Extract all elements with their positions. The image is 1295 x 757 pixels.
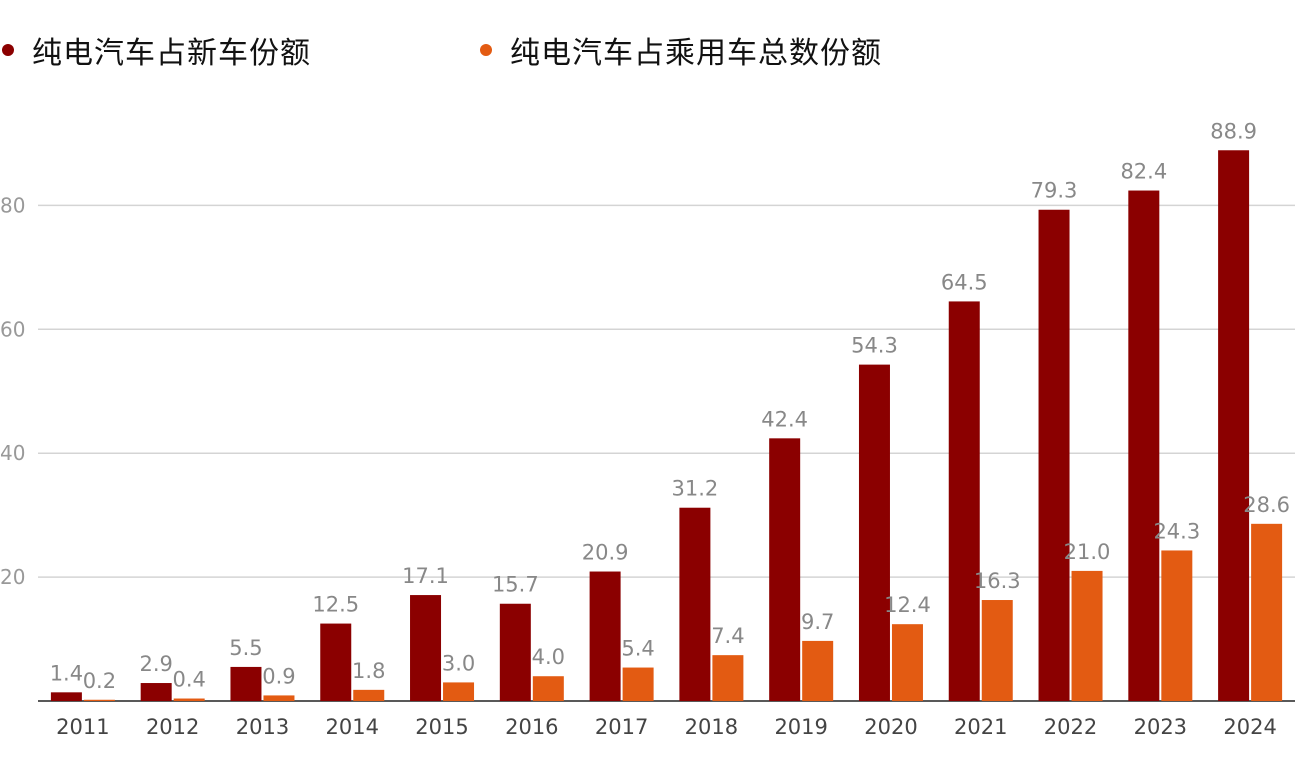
data-label-total-car-share: 4.0 bbox=[532, 645, 565, 669]
data-label-total-car-share: 16.3 bbox=[974, 569, 1021, 593]
x-tick-label: 2015 bbox=[415, 715, 468, 739]
bar-total-car-share bbox=[981, 600, 1013, 701]
legend-marker-total-car-share bbox=[480, 44, 492, 56]
bar-total-car-share bbox=[802, 640, 834, 701]
legend-label-new-car-share: 纯电汽车占新车份额 bbox=[32, 36, 311, 71]
data-label-total-car-share: 9.7 bbox=[801, 610, 834, 634]
data-label-new-car-share: 12.5 bbox=[312, 593, 359, 617]
bar-total-car-share bbox=[173, 698, 205, 701]
bar-new-car-share bbox=[679, 507, 711, 701]
x-tick-label: 2011 bbox=[56, 715, 109, 739]
data-label-total-car-share: 21.0 bbox=[1064, 540, 1111, 564]
data-label-new-car-share: 1.4 bbox=[50, 661, 83, 685]
data-label-new-car-share: 79.3 bbox=[1031, 179, 1078, 203]
data-label-total-car-share: 0.2 bbox=[83, 669, 116, 693]
data-label-new-car-share: 54.3 bbox=[851, 334, 898, 358]
data-label-new-car-share: 5.5 bbox=[229, 636, 262, 660]
legend-label-total-car-share: 纯电汽车占乘用车总数份额 bbox=[510, 36, 882, 71]
data-label-new-car-share: 20.9 bbox=[582, 541, 629, 565]
bar-total-car-share bbox=[712, 655, 744, 701]
bar-new-car-share bbox=[1128, 190, 1160, 702]
data-label-total-car-share: 0.9 bbox=[262, 664, 295, 688]
bar-new-car-share bbox=[410, 595, 442, 701]
bar-total-car-share bbox=[891, 624, 923, 701]
x-tick-label: 2019 bbox=[774, 715, 827, 739]
data-label-new-car-share: 15.7 bbox=[492, 573, 539, 597]
bar-total-car-share bbox=[532, 676, 564, 701]
bar-new-car-share bbox=[1218, 150, 1250, 701]
data-label-total-car-share: 28.6 bbox=[1243, 493, 1290, 517]
data-label-new-car-share: 31.2 bbox=[672, 477, 719, 501]
bar-new-car-share bbox=[769, 438, 801, 701]
bar-total-car-share bbox=[83, 699, 115, 701]
y-tick-label: 80 bbox=[0, 193, 25, 217]
bar-new-car-share bbox=[50, 692, 82, 701]
data-label-new-car-share: 88.9 bbox=[1210, 119, 1257, 143]
bar-new-car-share bbox=[589, 571, 621, 701]
x-tick-label: 2024 bbox=[1223, 715, 1276, 739]
x-tick-label: 2020 bbox=[864, 715, 917, 739]
data-label-total-car-share: 7.4 bbox=[711, 624, 744, 648]
x-tick-label: 2012 bbox=[146, 715, 199, 739]
bar-total-car-share bbox=[622, 667, 654, 701]
legend-item-total-car-share: 纯电汽车占乘用车总数份额 bbox=[480, 28, 882, 72]
bar-new-car-share bbox=[230, 666, 262, 701]
y-tick-label: 20 bbox=[0, 565, 25, 589]
x-tick-label: 2021 bbox=[954, 715, 1007, 739]
bar-total-car-share bbox=[353, 689, 385, 701]
bar-total-car-share bbox=[1071, 570, 1103, 701]
bar-new-car-share bbox=[858, 364, 890, 701]
legend-item-new-car-share: 纯电汽车占新车份额 bbox=[2, 28, 311, 72]
data-label-total-car-share: 0.4 bbox=[172, 668, 205, 692]
x-tick-label: 2023 bbox=[1134, 715, 1187, 739]
data-label-new-car-share: 42.4 bbox=[761, 407, 808, 431]
x-tick-label: 2013 bbox=[236, 715, 289, 739]
legend-marker-new-car-share bbox=[2, 44, 14, 56]
x-tick-label: 2017 bbox=[595, 715, 648, 739]
data-label-new-car-share: 17.1 bbox=[402, 564, 449, 588]
data-label-total-car-share: 24.3 bbox=[1153, 519, 1200, 543]
data-label-total-car-share: 5.4 bbox=[621, 637, 654, 661]
bar-new-car-share bbox=[140, 683, 172, 701]
bar-new-car-share bbox=[948, 301, 980, 701]
data-label-total-car-share: 1.8 bbox=[352, 659, 385, 683]
bar-new-car-share bbox=[499, 603, 531, 701]
x-tick-label: 2016 bbox=[505, 715, 558, 739]
y-tick-label: 60 bbox=[0, 317, 25, 341]
data-label-new-car-share: 2.9 bbox=[139, 652, 172, 676]
bar-total-car-share bbox=[443, 682, 475, 701]
bar-total-car-share bbox=[1161, 550, 1193, 701]
y-tick-label: 40 bbox=[0, 441, 25, 465]
x-tick-label: 2014 bbox=[326, 715, 379, 739]
data-label-total-car-share: 3.0 bbox=[442, 651, 475, 675]
bar-total-car-share bbox=[263, 695, 295, 701]
data-label-new-car-share: 64.5 bbox=[941, 270, 988, 294]
bar-new-car-share bbox=[320, 623, 352, 701]
data-label-total-car-share: 12.4 bbox=[884, 593, 931, 617]
bar-total-car-share bbox=[1251, 523, 1283, 701]
bar-new-car-share bbox=[1038, 209, 1070, 701]
x-tick-label: 2018 bbox=[685, 715, 738, 739]
x-tick-label: 2022 bbox=[1044, 715, 1097, 739]
data-label-new-car-share: 82.4 bbox=[1120, 160, 1167, 184]
